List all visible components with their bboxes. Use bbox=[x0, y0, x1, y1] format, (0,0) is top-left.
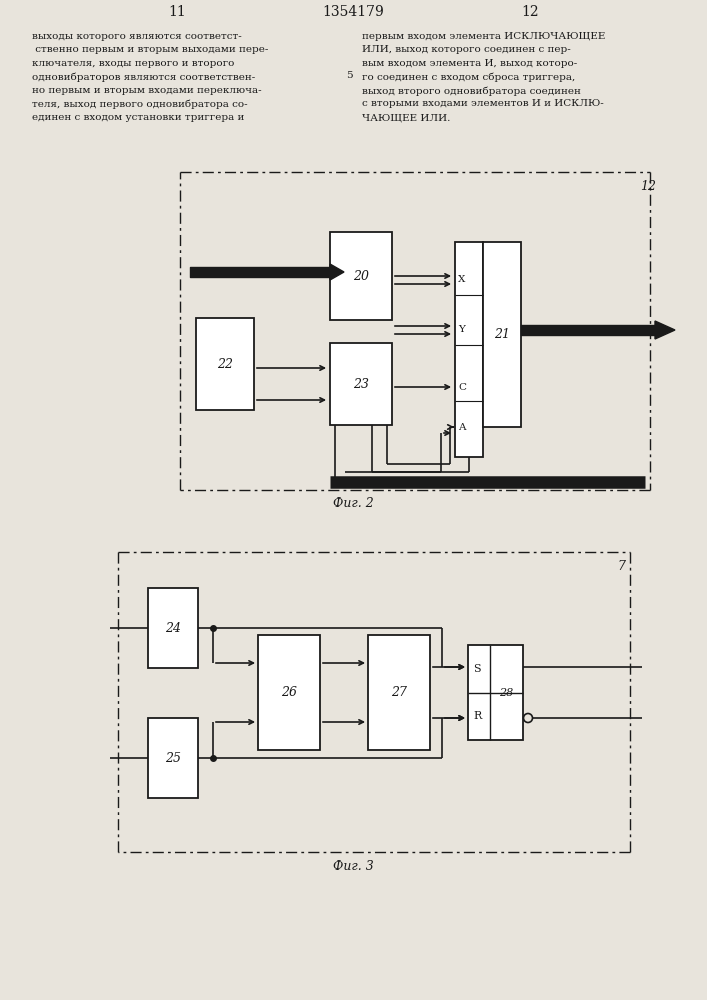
Bar bbox=[258, 635, 320, 750]
Text: 11: 11 bbox=[168, 5, 186, 19]
Text: 21: 21 bbox=[494, 328, 510, 341]
Text: 28: 28 bbox=[499, 688, 513, 698]
Bar bbox=[483, 242, 521, 427]
Text: 5: 5 bbox=[346, 70, 352, 80]
Text: вым входом элемента И, выход которо-: вым входом элемента И, выход которо- bbox=[362, 59, 577, 68]
Text: го соединен с входом сброса триггера,: го соединен с входом сброса триггера, bbox=[362, 73, 575, 82]
Text: выход второго одновибратора соединен: выход второго одновибратора соединен bbox=[362, 86, 581, 96]
Text: выходы которого являются соответст-: выходы которого являются соответст- bbox=[32, 32, 242, 41]
Polygon shape bbox=[330, 264, 344, 280]
Text: A: A bbox=[458, 422, 465, 432]
Text: 12: 12 bbox=[521, 5, 539, 19]
Bar bbox=[148, 718, 198, 798]
Text: S: S bbox=[473, 664, 481, 674]
Bar bbox=[196, 318, 254, 410]
Text: 22: 22 bbox=[217, 358, 233, 370]
Text: ственно первым и вторым выходами пере-: ственно первым и вторым выходами пере- bbox=[32, 45, 269, 54]
Bar bbox=[455, 242, 483, 457]
Bar bbox=[330, 343, 392, 425]
Bar bbox=[330, 232, 392, 320]
Text: единен с входом установки триггера и: единен с входом установки триггера и bbox=[32, 113, 245, 122]
Text: 24: 24 bbox=[165, 621, 181, 635]
Text: 7: 7 bbox=[617, 560, 625, 573]
Text: Фиг. 3: Фиг. 3 bbox=[332, 860, 373, 873]
Text: 26: 26 bbox=[281, 686, 297, 699]
Bar bbox=[148, 588, 198, 668]
Text: 12: 12 bbox=[640, 180, 656, 193]
Polygon shape bbox=[655, 321, 675, 339]
Text: но первым и вторым входами переключа-: но первым и вторым входами переключа- bbox=[32, 86, 262, 95]
Bar bbox=[368, 635, 430, 750]
Text: R: R bbox=[473, 711, 481, 721]
Text: 20: 20 bbox=[353, 269, 369, 282]
Text: теля, выход первого одновибратора со-: теля, выход первого одновибратора со- bbox=[32, 100, 247, 109]
Text: с вторыми входами элементов И и ИСКЛЮ-: с вторыми входами элементов И и ИСКЛЮ- bbox=[362, 100, 604, 108]
Text: ключателя, входы первого и второго: ключателя, входы первого и второго bbox=[32, 59, 235, 68]
Text: Y: Y bbox=[458, 326, 465, 334]
Text: X: X bbox=[458, 275, 465, 284]
Text: одновибраторов являются соответствен-: одновибраторов являются соответствен- bbox=[32, 73, 255, 82]
Text: 25: 25 bbox=[165, 752, 181, 764]
Text: первым входом элемента ИСКЛЮЧАЮЩЕЕ: первым входом элемента ИСКЛЮЧАЮЩЕЕ bbox=[362, 32, 605, 41]
Text: Фиг. 2: Фиг. 2 bbox=[332, 497, 373, 510]
Bar bbox=[468, 645, 523, 740]
Text: 23: 23 bbox=[353, 377, 369, 390]
Text: ЧАЮЩЕЕ ИЛИ.: ЧАЮЩЕЕ ИЛИ. bbox=[362, 113, 450, 122]
Text: 1354179: 1354179 bbox=[322, 5, 384, 19]
Text: ИЛИ, выход которого соединен с пер-: ИЛИ, выход которого соединен с пер- bbox=[362, 45, 571, 54]
Text: C: C bbox=[458, 382, 466, 391]
Text: 27: 27 bbox=[391, 686, 407, 699]
